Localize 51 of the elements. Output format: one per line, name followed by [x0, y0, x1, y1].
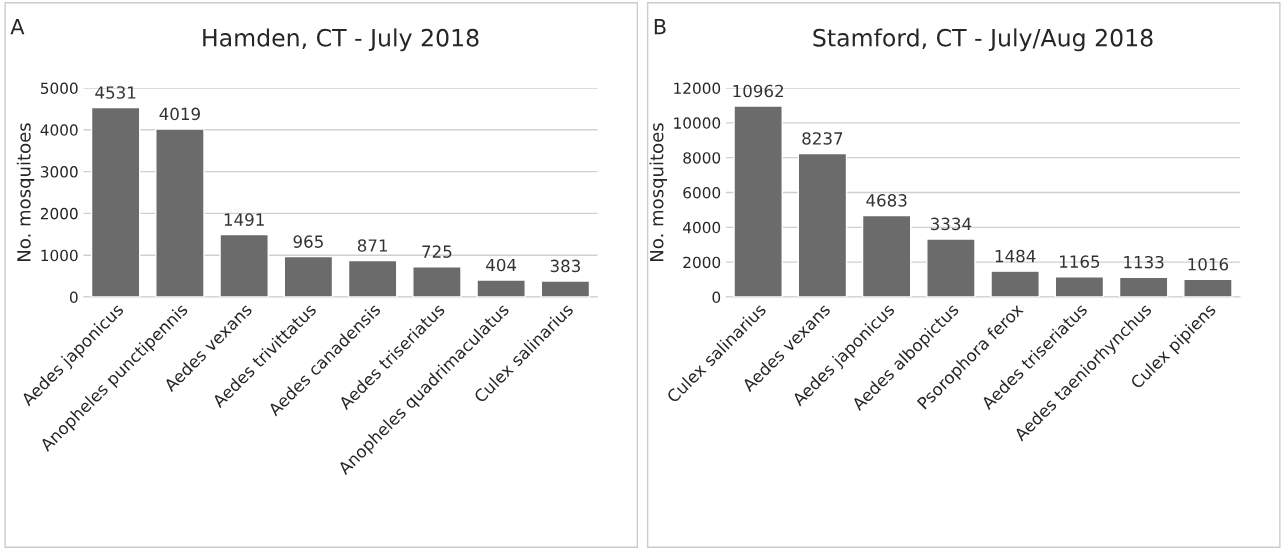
- bar: [155, 128, 205, 297]
- data-label: 1016: [1188, 257, 1229, 271]
- y-tick-label: 8000: [683, 152, 721, 164]
- bar: [733, 105, 783, 297]
- data-label: 4683: [866, 194, 907, 207]
- text: A: [10, 18, 25, 35]
- bar: [540, 280, 591, 297]
- data-label: 404: [486, 258, 517, 272]
- y-tick-label: 12000: [674, 82, 721, 95]
- bar: [1118, 276, 1169, 297]
- bar: [926, 238, 976, 297]
- data-label: 871: [357, 239, 388, 252]
- y-tick-label: 3000: [40, 166, 78, 178]
- bar: [990, 270, 1040, 297]
- chart-title: Stamford, CT - July/Aug 2018: [813, 28, 1153, 52]
- bar: [861, 214, 912, 297]
- data-label: 1484: [995, 249, 1036, 263]
- y-tick-label: 2000: [683, 256, 721, 269]
- bar: [476, 279, 526, 297]
- data-label: 10962: [733, 84, 783, 98]
- chart-title: Hamden, CT - July 2018: [203, 28, 479, 52]
- data-label: 965: [293, 235, 323, 248]
- data-label: 4531: [95, 86, 136, 99]
- y-tick-label: 2000: [40, 207, 78, 220]
- bar: [283, 255, 334, 297]
- data-label: 4019: [159, 107, 200, 121]
- y-tick-label: 0: [712, 291, 721, 304]
- y-tick-label: 4000: [683, 221, 721, 234]
- bar: [347, 259, 398, 297]
- data-label: 3334: [930, 217, 972, 231]
- y-tick-label: 0: [69, 291, 78, 304]
- y-axis-title: No. mosquitoes: [649, 123, 668, 261]
- bar: [219, 233, 269, 297]
- bar: [412, 266, 462, 297]
- bar: [797, 152, 848, 297]
- y-tick-label: 10000: [674, 117, 721, 129]
- y-tick-label: 1000: [41, 249, 78, 262]
- data-label: 1165: [1060, 255, 1100, 268]
- data-label: 1133: [1124, 255, 1164, 269]
- y-tick-label: 5000: [40, 82, 78, 95]
- data-label: 8237: [802, 132, 843, 145]
- bar: [1183, 278, 1233, 297]
- y-axis-title: No. mosquitoes: [16, 123, 35, 261]
- bar: [90, 106, 141, 297]
- bar: [1054, 276, 1105, 297]
- data-label: 725: [422, 245, 452, 258]
- data-label: 1491: [224, 213, 264, 226]
- data-label: 383: [550, 259, 580, 273]
- text: B: [654, 18, 666, 35]
- y-tick-label: 4000: [40, 124, 78, 136]
- y-tick-label: 6000: [683, 186, 721, 199]
